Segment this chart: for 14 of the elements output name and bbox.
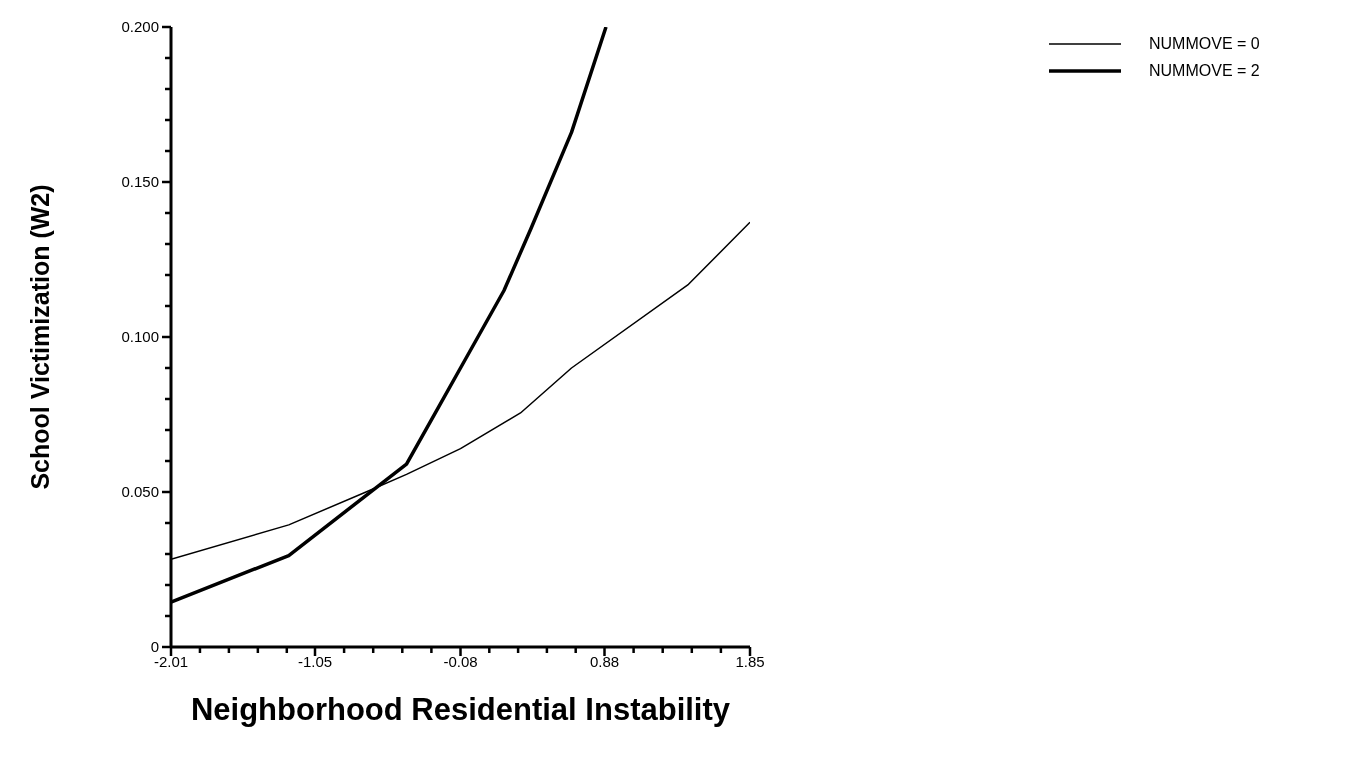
x-tick-label: 1.85 [735, 653, 765, 670]
y-tick-label: 0 [150, 638, 159, 655]
y-axis-title: School Victimization (W2) [25, 184, 54, 490]
x-tick-label: -1.05 [297, 653, 333, 670]
x-axis-title: Neighborhood Residential Instability [190, 692, 731, 727]
legend-label: NUMMOVE = 2 [1149, 61, 1260, 81]
x-tick-label: -2.01 [153, 653, 189, 670]
y-tick-label: 0.050 [121, 483, 159, 500]
y-tick-label: 0.100 [121, 328, 159, 345]
legend-label: NUMMOVE = 0 [1149, 34, 1260, 54]
y-tick-label: 0.150 [121, 173, 159, 190]
y-tick-label: 0.200 [121, 18, 159, 35]
x-tick-label: 0.88 [589, 653, 620, 670]
x-tick-label: -0.08 [443, 653, 478, 670]
